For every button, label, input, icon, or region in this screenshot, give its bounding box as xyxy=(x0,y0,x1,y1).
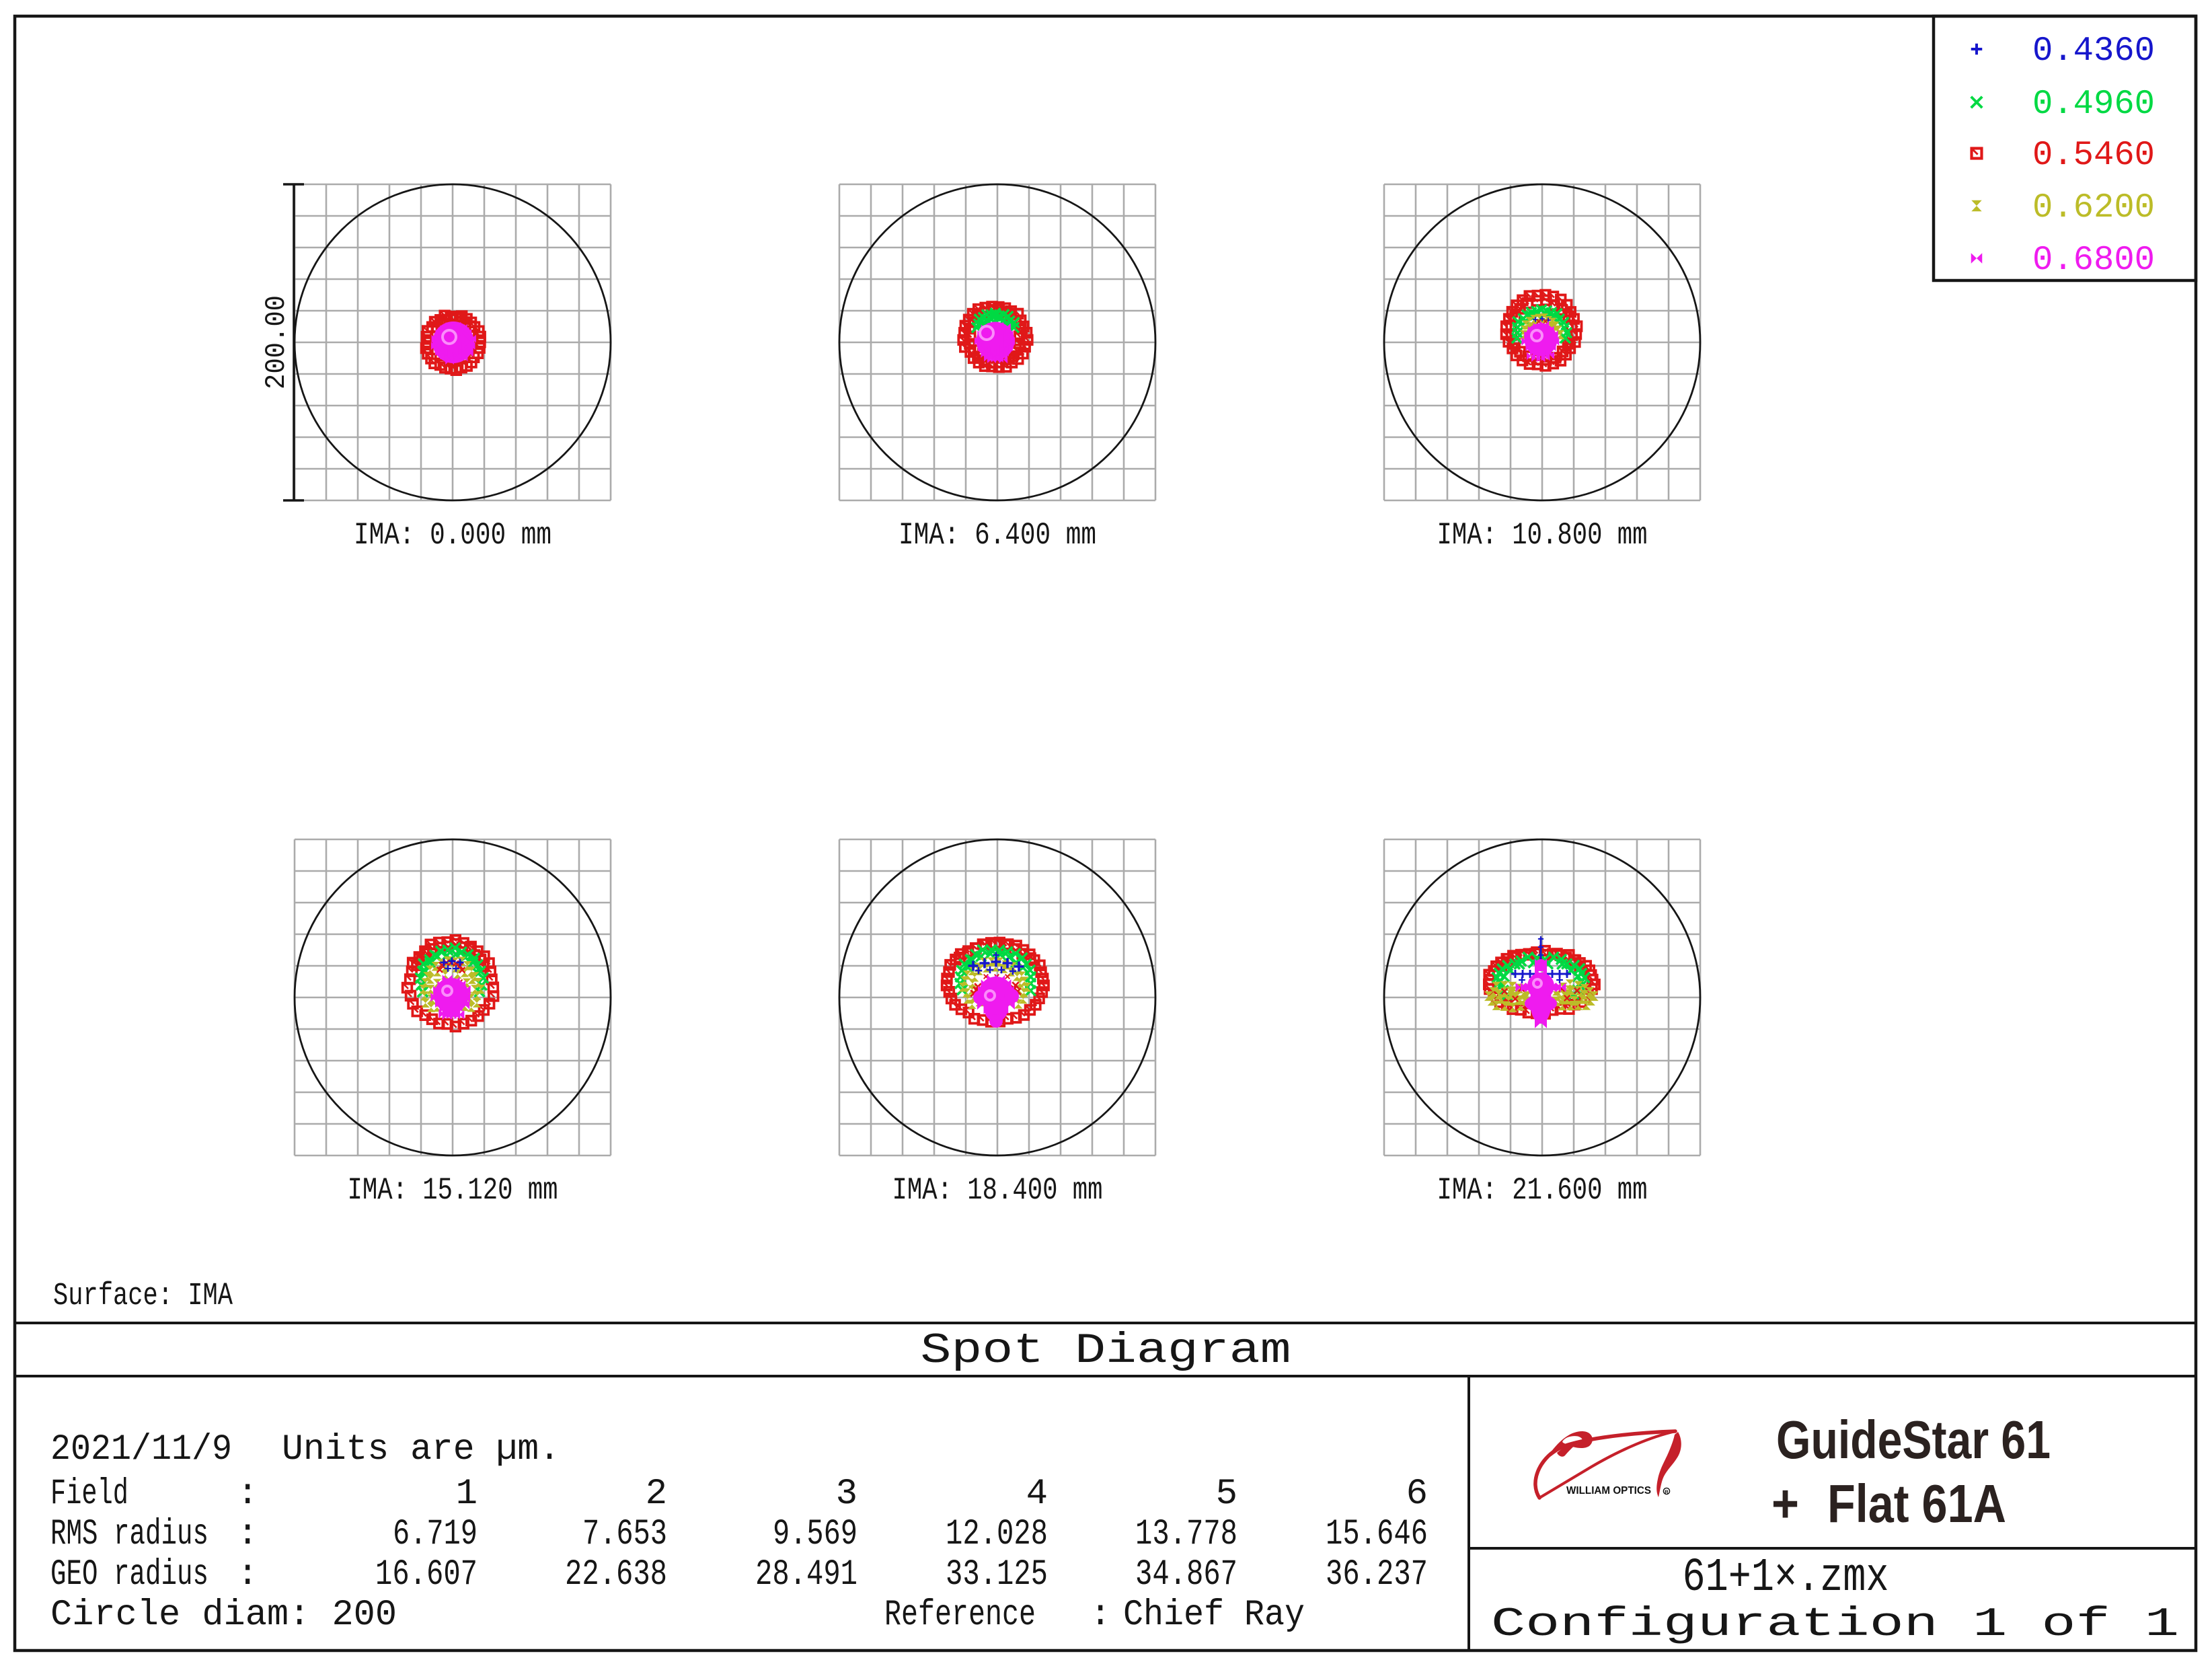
svg-text:16.607: 16.607 xyxy=(375,1554,478,1595)
svg-text::: : xyxy=(237,1514,258,1555)
svg-text:0.4960: 0.4960 xyxy=(2032,85,2155,124)
svg-text:61+1×.zmx: 61+1×.zmx xyxy=(1683,1552,1889,1605)
svg-text:3: 3 xyxy=(836,1474,857,1515)
svg-text:WILLIAM OPTICS: WILLIAM OPTICS xyxy=(1566,1485,1651,1496)
svg-text:Surface: IMA: Surface: IMA xyxy=(53,1279,233,1314)
svg-text:0.6200: 0.6200 xyxy=(2032,189,2155,227)
svg-text:22.638: 22.638 xyxy=(565,1554,667,1595)
svg-text:Configuration 1 of 1: Configuration 1 of 1 xyxy=(1491,1602,2179,1648)
svg-text:6.719: 6.719 xyxy=(393,1514,478,1555)
svg-text:+: + xyxy=(1771,1474,1799,1533)
svg-text::: : xyxy=(237,1474,258,1515)
svg-text:200.00: 200.00 xyxy=(260,295,293,389)
svg-text:7.653: 7.653 xyxy=(582,1514,667,1555)
svg-text:34.867: 34.867 xyxy=(1135,1554,1237,1595)
svg-text:Reference: Reference xyxy=(884,1595,1036,1636)
svg-text:36.237: 36.237 xyxy=(1326,1554,1428,1595)
svg-text:Chief Ray: Chief Ray xyxy=(1123,1595,1305,1636)
svg-text:IMA: 21.600 mm: IMA: 21.600 mm xyxy=(1437,1173,1648,1208)
svg-text:GEO radius: GEO radius xyxy=(50,1554,208,1595)
svg-text:0.4360: 0.4360 xyxy=(2032,32,2155,71)
svg-text:Field: Field xyxy=(50,1474,128,1515)
svg-text:5: 5 xyxy=(1216,1474,1237,1515)
svg-text:9.569: 9.569 xyxy=(773,1514,857,1555)
svg-text:IMA: 0.000 mm: IMA: 0.000 mm xyxy=(354,518,551,553)
svg-text:IMA: 18.400 mm: IMA: 18.400 mm xyxy=(892,1173,1103,1208)
svg-text:15.646: 15.646 xyxy=(1326,1514,1428,1555)
svg-text:0.6800: 0.6800 xyxy=(2032,241,2155,280)
svg-text:1: 1 xyxy=(456,1474,478,1515)
svg-text:IMA: 15.120 mm: IMA: 15.120 mm xyxy=(348,1173,558,1208)
svg-text:Flat 61A: Flat 61A xyxy=(1827,1474,2006,1533)
svg-text:4: 4 xyxy=(1026,1474,1048,1515)
svg-text:2: 2 xyxy=(646,1474,667,1515)
svg-text:IMA: 10.800 mm: IMA: 10.800 mm xyxy=(1437,518,1648,553)
svg-text:28.491: 28.491 xyxy=(755,1554,857,1595)
svg-text:13.778: 13.778 xyxy=(1135,1514,1237,1555)
svg-text:GuideStar 61: GuideStar 61 xyxy=(1776,1410,2051,1470)
svg-text:R: R xyxy=(1665,1489,1669,1495)
svg-text::: : xyxy=(237,1554,258,1595)
svg-text:IMA: 6.400 mm: IMA: 6.400 mm xyxy=(899,518,1096,553)
svg-text:12.028: 12.028 xyxy=(946,1514,1048,1555)
svg-text:6: 6 xyxy=(1406,1474,1428,1515)
svg-text:0.5460: 0.5460 xyxy=(2032,137,2155,175)
svg-text:Units are µm.: Units are µm. xyxy=(282,1429,560,1470)
svg-text::: : xyxy=(1090,1595,1111,1636)
svg-text:2021/11/9: 2021/11/9 xyxy=(50,1429,232,1470)
svg-text:Spot Diagram: Spot Diagram xyxy=(921,1327,1291,1375)
svg-text:Circle diam: 200: Circle diam: 200 xyxy=(50,1595,397,1636)
svg-text:33.125: 33.125 xyxy=(946,1554,1048,1595)
svg-text:RMS radius: RMS radius xyxy=(50,1514,208,1555)
